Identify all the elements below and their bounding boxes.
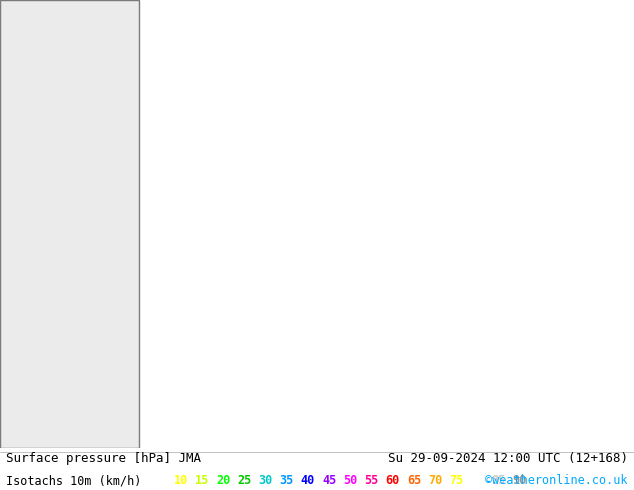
Text: 75: 75 [449,474,463,488]
Text: Su 29-09-2024 12:00 UTC (12+168): Su 29-09-2024 12:00 UTC (12+168) [387,452,628,466]
Text: 45: 45 [322,474,336,488]
Text: 85: 85 [491,474,506,488]
Text: 10: 10 [174,474,188,488]
Text: 25: 25 [237,474,252,488]
Text: ©weatheronline.co.uk: ©weatheronline.co.uk [485,474,628,488]
Text: 70: 70 [428,474,442,488]
Text: 15: 15 [195,474,209,488]
Text: 90: 90 [513,474,527,488]
Text: Surface pressure [hPa] JMA: Surface pressure [hPa] JMA [6,452,202,466]
Text: 65: 65 [407,474,421,488]
Text: 60: 60 [385,474,400,488]
Text: 80: 80 [470,474,484,488]
Text: 20: 20 [216,474,230,488]
FancyBboxPatch shape [0,0,139,448]
Text: 40: 40 [301,474,315,488]
Text: 55: 55 [365,474,378,488]
Text: 35: 35 [280,474,294,488]
Text: 30: 30 [259,474,273,488]
Text: 50: 50 [343,474,358,488]
Text: Isotachs 10m (km/h): Isotachs 10m (km/h) [6,474,142,488]
